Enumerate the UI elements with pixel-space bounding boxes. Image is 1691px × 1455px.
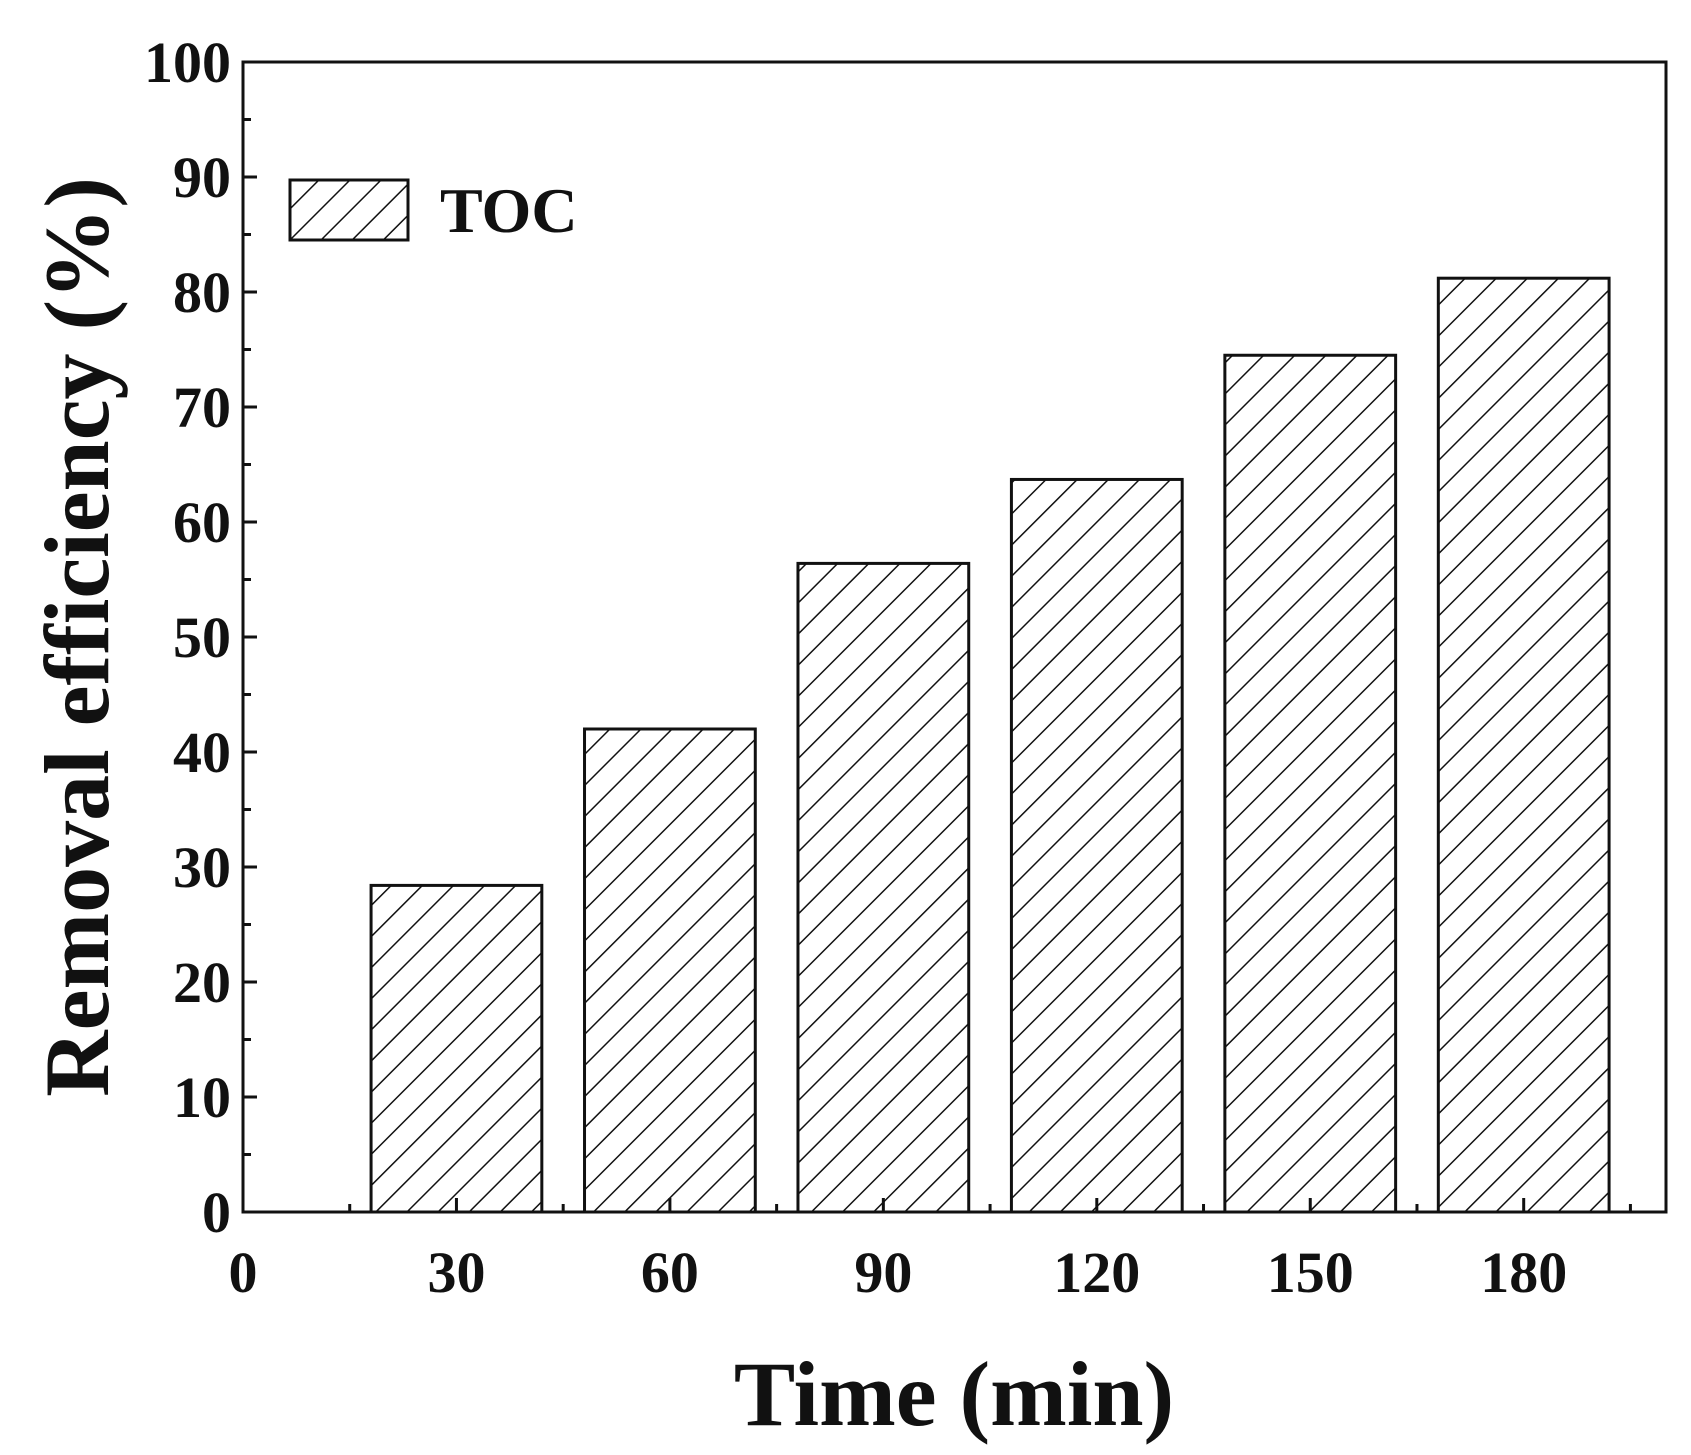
- bar-60: [583, 727, 757, 1214]
- y-axis-label: Removal efficiency (%): [26, 177, 128, 1097]
- y-tick-label: 30: [173, 835, 231, 900]
- bar-30: [369, 883, 544, 1214]
- x-tick-label: 120: [1053, 1240, 1140, 1305]
- y-tick-label: 90: [173, 145, 231, 210]
- x-tick-label: 90: [854, 1240, 912, 1305]
- bar-180: [1436, 276, 1611, 1214]
- y-tick-label: 60: [173, 490, 231, 555]
- y-tick-label: 50: [173, 605, 231, 670]
- y-tick-label: 40: [173, 720, 231, 785]
- legend-label: TOC: [440, 175, 578, 246]
- y-tick-label: 70: [173, 375, 231, 440]
- x-axis-label: Time (min): [734, 1343, 1174, 1445]
- x-tick-label: 30: [427, 1240, 485, 1305]
- y-tick-label: 20: [173, 950, 231, 1015]
- y-tick-label: 100: [144, 30, 231, 95]
- bar-150: [1223, 353, 1398, 1214]
- bar-90: [796, 561, 971, 1214]
- y-tick-label: 80: [173, 260, 231, 325]
- x-tick-label: 0: [229, 1240, 258, 1305]
- y-tick-label: 0: [202, 1180, 231, 1245]
- legend-swatch: [288, 178, 410, 242]
- x-tick-label: 180: [1480, 1240, 1567, 1305]
- x-tick-label: 60: [641, 1240, 699, 1305]
- y-tick-label: 10: [173, 1065, 231, 1130]
- legend: TOC: [288, 175, 578, 246]
- x-tick-label: 150: [1267, 1240, 1354, 1305]
- bar-120: [1009, 477, 1184, 1214]
